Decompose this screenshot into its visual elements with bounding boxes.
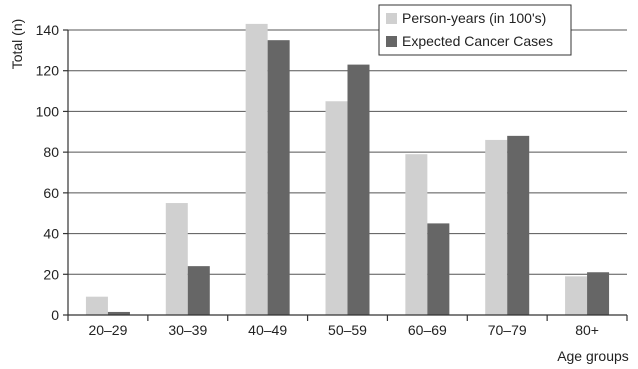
bar-person-years-4 <box>405 154 428 315</box>
y-tick-label: 40 <box>43 226 59 242</box>
legend-swatch-expected-cases <box>386 36 397 47</box>
x-tick-label: 20–29 <box>88 322 127 338</box>
x-tick-label: 40–49 <box>248 322 287 338</box>
y-axis-label: Total (n) <box>9 19 25 70</box>
x-axis-label: Age groups <box>557 348 629 364</box>
axes <box>63 29 628 321</box>
legend-label-expected-cases: Expected Cancer Cases <box>402 33 553 49</box>
bar-person-years-1 <box>165 203 188 315</box>
bar-person-years-6 <box>565 276 588 315</box>
legend-swatch-person-years <box>386 13 397 24</box>
bar-person-years-5 <box>485 139 508 315</box>
legend-box <box>378 4 572 56</box>
y-tick-label: 140 <box>36 22 60 38</box>
x-tick-labels: 20–29 30–39 40–49 50–59 60–69 70–79 80+ <box>88 322 598 338</box>
bars <box>85 23 610 316</box>
bar-expected-cases-0 <box>107 311 130 315</box>
x-tick-label: 30–39 <box>168 322 207 338</box>
bar-person-years-0 <box>85 296 108 315</box>
y-tick-label: 20 <box>43 266 59 282</box>
y-tick-label: 120 <box>36 63 60 79</box>
y-tick-label: 0 <box>51 307 59 323</box>
y-tick-labels: 0 20 40 60 80 100 120 140 <box>36 22 60 323</box>
bar-person-years-2 <box>245 23 268 316</box>
legend-label-person-years: Person-years (in 100's) <box>402 10 546 26</box>
legend: Person-years (in 100's) Expected Cancer … <box>378 4 572 56</box>
bar-person-years-3 <box>325 101 348 315</box>
bar-expected-cases-2 <box>267 40 290 316</box>
x-tick-label: 70–79 <box>488 322 527 338</box>
y-tick-label: 60 <box>43 185 59 201</box>
bar-expected-cases-3 <box>347 64 370 315</box>
bar-expected-cases-1 <box>187 266 210 315</box>
x-tick-label: 50–59 <box>328 322 367 338</box>
bar-expected-cases-6 <box>587 272 610 315</box>
bar-expected-cases-5 <box>507 135 530 315</box>
x-tick-label: 60–69 <box>408 322 447 338</box>
y-tick-label: 100 <box>36 103 60 119</box>
y-tick-label: 80 <box>43 144 59 160</box>
x-tick-label: 80+ <box>575 322 599 338</box>
bar-expected-cases-4 <box>427 223 450 315</box>
